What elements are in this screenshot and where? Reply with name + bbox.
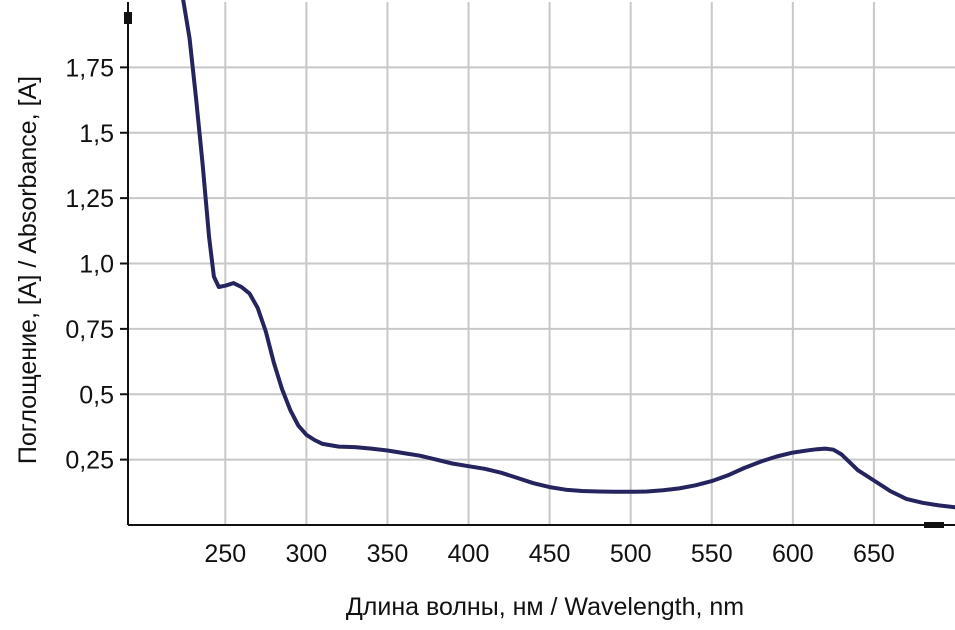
grid-lines [128,2,955,525]
series-group [181,0,955,510]
y-tick-label: 1,5 [79,120,114,148]
x-tick-label: 600 [772,540,814,568]
x-tick-label: 500 [610,540,652,568]
y-tick-label: 1,25 [65,185,114,213]
y-axis-end-marker [124,12,132,24]
x-tick-label: 550 [691,540,733,568]
x-tick-label: 450 [529,540,571,568]
y-tick-label: 0,25 [65,447,114,475]
y-tick-label: 1,0 [79,251,114,279]
y-tick-label: 1,75 [65,54,114,82]
absorbance-series-line [181,0,955,510]
x-tick-label: 250 [204,540,246,568]
x-axis-label: Длина волны, нм / Wavelength, nm [346,593,744,621]
x-tick-label: 400 [448,540,490,568]
y-tick-label: 0,75 [65,316,114,344]
y-tick-labels: 0,25 0,5 0,75 1,0 1,25 1,5 1,75 [65,54,114,474]
axes [120,2,955,528]
x-tick-label: 300 [286,540,328,568]
y-axis-label: Поглощение, [A] / Absorbance, [A] [14,76,42,464]
y-tick-label: 0,5 [79,381,114,409]
x-axis-end-marker [924,522,944,528]
x-tick-label: 350 [367,540,409,568]
x-tick-label: 650 [853,540,895,568]
x-tick-labels: 250 300 350 400 450 500 550 600 650 [204,540,894,568]
